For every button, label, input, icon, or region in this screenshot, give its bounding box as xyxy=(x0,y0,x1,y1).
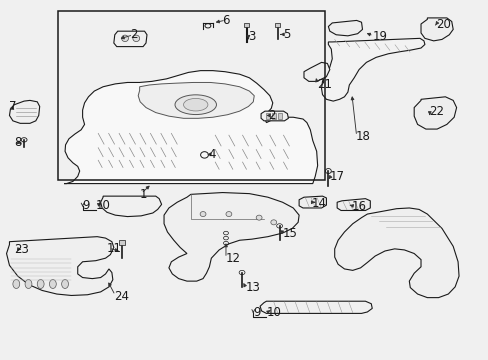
Text: 16: 16 xyxy=(351,201,366,213)
Polygon shape xyxy=(334,208,458,298)
Ellipse shape xyxy=(61,279,68,288)
Bar xyxy=(278,113,282,119)
Ellipse shape xyxy=(13,279,20,288)
Polygon shape xyxy=(101,196,161,217)
Text: 7: 7 xyxy=(9,100,17,113)
Ellipse shape xyxy=(200,212,205,217)
Text: 20: 20 xyxy=(435,18,449,31)
Text: 24: 24 xyxy=(114,290,128,303)
Bar xyxy=(244,23,249,27)
Text: 9: 9 xyxy=(253,306,260,319)
Ellipse shape xyxy=(122,35,128,41)
Polygon shape xyxy=(336,199,369,211)
Polygon shape xyxy=(9,100,40,123)
Polygon shape xyxy=(413,97,456,129)
Ellipse shape xyxy=(25,279,32,288)
Polygon shape xyxy=(163,193,299,281)
Text: 8: 8 xyxy=(14,136,21,149)
Text: 2: 2 xyxy=(267,109,275,122)
Polygon shape xyxy=(261,111,288,121)
Text: 14: 14 xyxy=(311,197,326,210)
Text: 13: 13 xyxy=(245,281,260,294)
Ellipse shape xyxy=(175,95,216,114)
Text: 21: 21 xyxy=(316,78,331,91)
Text: 18: 18 xyxy=(355,130,370,143)
Bar xyxy=(275,23,280,27)
Text: 10: 10 xyxy=(96,199,110,212)
Text: 15: 15 xyxy=(282,226,297,239)
Text: 1: 1 xyxy=(140,188,147,201)
Text: 22: 22 xyxy=(428,105,443,118)
Polygon shape xyxy=(299,196,326,208)
Text: 12: 12 xyxy=(225,252,241,265)
Bar xyxy=(119,240,124,244)
Text: 19: 19 xyxy=(371,30,386,43)
Text: 6: 6 xyxy=(222,14,229,27)
Ellipse shape xyxy=(270,220,276,225)
Polygon shape xyxy=(114,31,147,46)
Text: 11: 11 xyxy=(107,242,122,255)
Ellipse shape xyxy=(225,212,231,217)
Polygon shape xyxy=(6,237,114,296)
Ellipse shape xyxy=(256,215,262,220)
Bar xyxy=(266,113,270,119)
Ellipse shape xyxy=(37,279,44,288)
Polygon shape xyxy=(420,18,452,41)
Text: 5: 5 xyxy=(283,28,290,41)
Polygon shape xyxy=(328,21,362,36)
Polygon shape xyxy=(321,39,424,101)
Bar xyxy=(58,12,325,180)
Text: 23: 23 xyxy=(14,243,29,256)
Text: 10: 10 xyxy=(266,306,281,319)
Text: 4: 4 xyxy=(207,148,215,161)
Ellipse shape xyxy=(183,98,207,111)
Ellipse shape xyxy=(49,279,56,288)
Polygon shape xyxy=(64,71,317,184)
Bar xyxy=(272,113,276,119)
Text: 17: 17 xyxy=(329,170,344,183)
Polygon shape xyxy=(260,301,371,314)
Polygon shape xyxy=(304,62,329,81)
Ellipse shape xyxy=(133,35,140,41)
Text: 3: 3 xyxy=(248,30,255,43)
Polygon shape xyxy=(138,82,254,118)
Text: 2: 2 xyxy=(130,28,137,41)
Text: 9: 9 xyxy=(82,199,90,212)
